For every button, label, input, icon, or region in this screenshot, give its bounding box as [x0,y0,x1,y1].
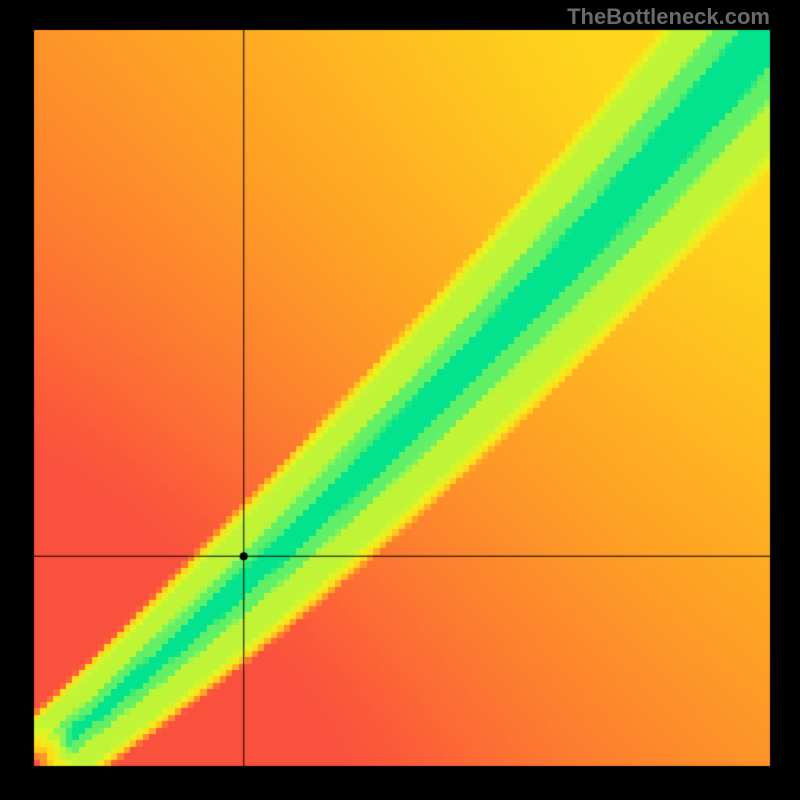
watermark-text: TheBottleneck.com [567,4,770,30]
chart-container: TheBottleneck.com [0,0,800,800]
bottleneck-heatmap [0,0,800,800]
